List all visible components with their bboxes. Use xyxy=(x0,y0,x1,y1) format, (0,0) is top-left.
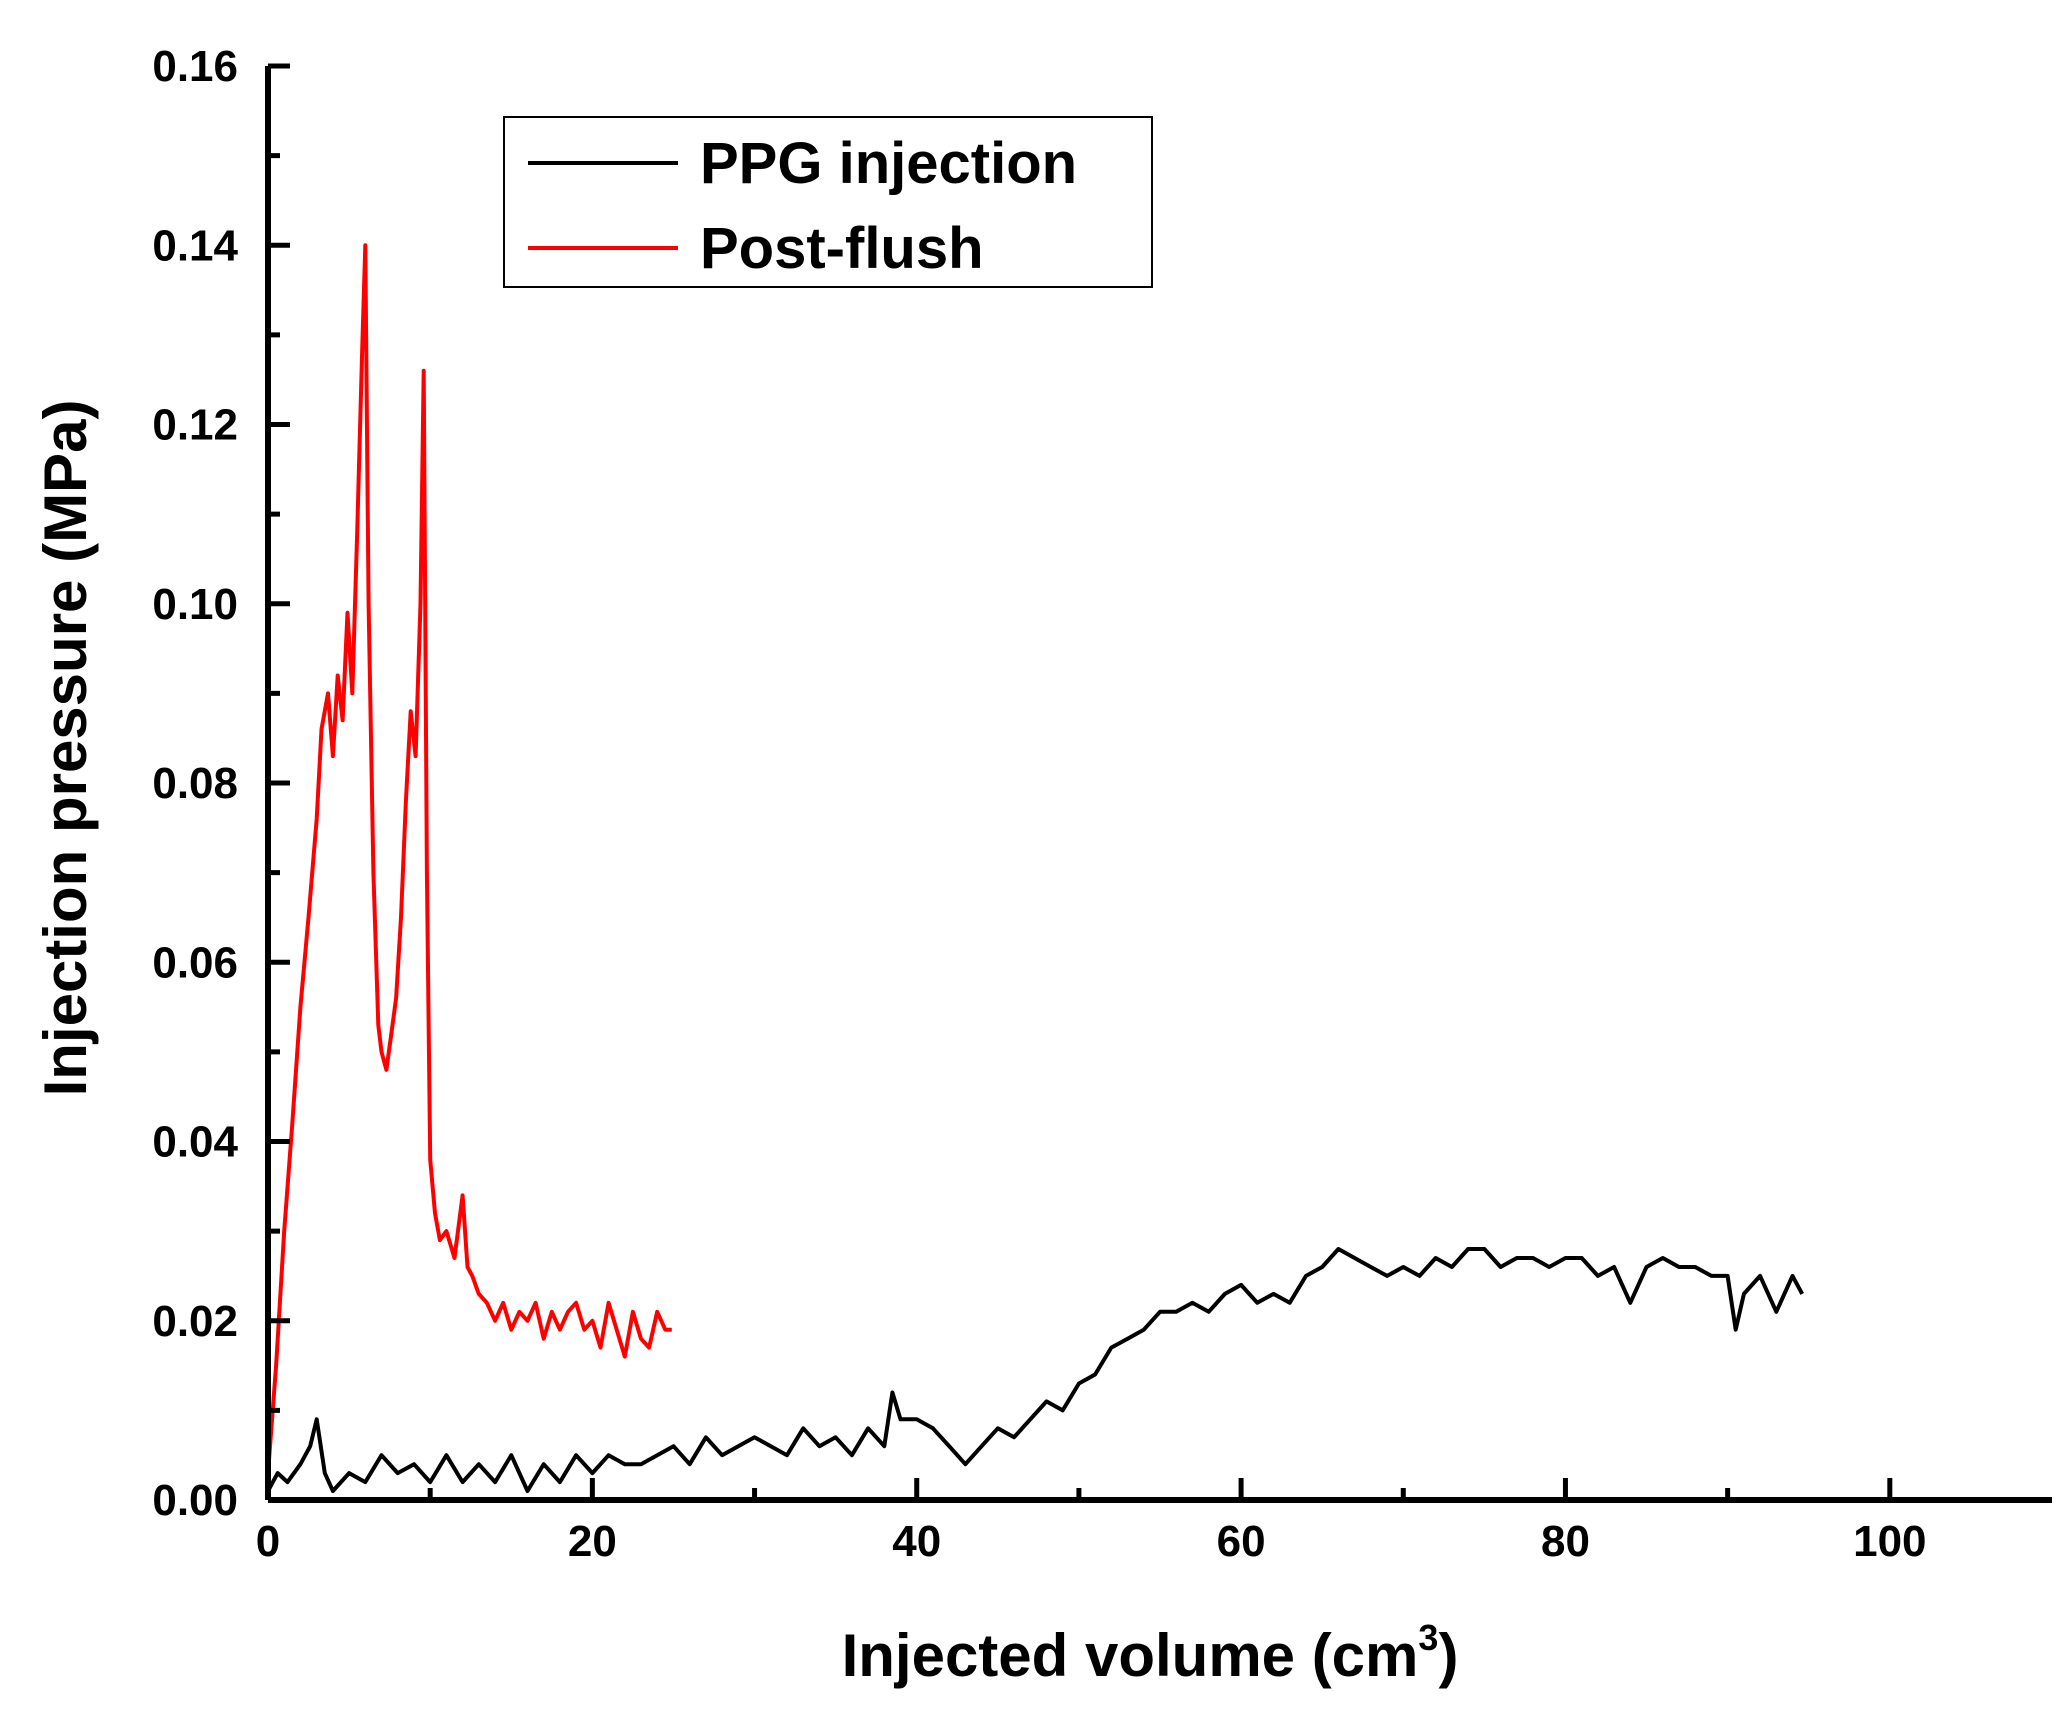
y-tick-label: 0.10 xyxy=(152,580,238,629)
y-tick-label: 0.08 xyxy=(152,759,238,808)
x-axis-title-tail: ) xyxy=(1438,1622,1458,1689)
x-tick-label: 100 xyxy=(1853,1517,1926,1566)
x-tick-label: 0 xyxy=(256,1517,280,1566)
y-tick-label: 0.04 xyxy=(152,1118,238,1167)
legend: PPG injection Post-flush xyxy=(503,116,1153,288)
x-tick-label: 80 xyxy=(1541,1517,1590,1566)
y-tick-label: 0.06 xyxy=(152,938,238,987)
x-tick-label: 20 xyxy=(568,1517,617,1566)
x-axis-title: Injected volume (cm3) xyxy=(842,1617,1459,1689)
x-axis-title-superscript: 3 xyxy=(1418,1617,1438,1658)
y-tick-label: 0.00 xyxy=(152,1476,238,1525)
legend-label-ppg-injection: PPG injection xyxy=(700,131,1077,196)
y-axis-title: Injection pressure (MPa) xyxy=(32,400,99,1097)
y-tick-label: 0.16 xyxy=(152,42,238,91)
x-tick-label: 40 xyxy=(892,1517,941,1566)
legend-box xyxy=(503,116,1153,288)
series-line-ppg-injection xyxy=(266,1247,1804,1493)
legend-label-post-flush: Post-flush xyxy=(700,216,984,281)
y-tick-label: 0.02 xyxy=(152,1297,238,1346)
y-tick-label: 0.12 xyxy=(152,401,238,450)
ticks-layer: 0.00 0.02 0.04 0.06 0.08 0.10 0.12 0.14 0.16 0 20 4… xyxy=(152,42,1926,1566)
x-axis-title-main: Injected volume (cm xyxy=(842,1622,1419,1689)
x-tick-label: 60 xyxy=(1217,1517,1266,1566)
y-tick-label: 0.14 xyxy=(152,221,238,270)
series-line-post-flush xyxy=(266,243,672,1474)
series-layer xyxy=(266,243,1804,1493)
